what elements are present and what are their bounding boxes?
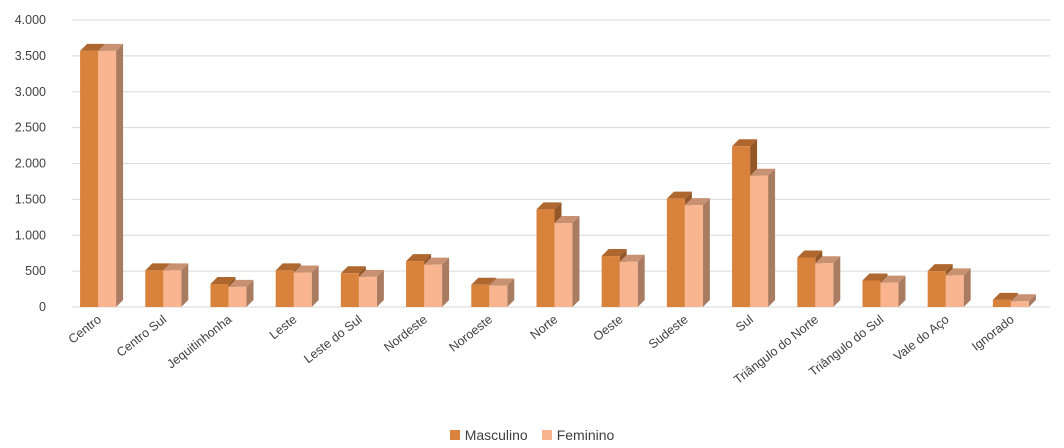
bar-feminino-11 — [815, 256, 841, 307]
bar-feminino-14 — [1010, 294, 1036, 307]
bar-feminino-6 — [489, 278, 515, 307]
bar-feminino-2 — [228, 279, 254, 307]
x-tick-label: Jequitinhonha — [164, 312, 234, 371]
y-tick-label: 1.000 — [15, 228, 46, 242]
y-tick-label: 2.500 — [15, 121, 46, 135]
legend-swatch-feminino — [541, 430, 552, 440]
x-tick-label: Nordeste — [381, 312, 430, 354]
bar-feminino-9 — [684, 198, 710, 307]
bar-feminino-12 — [880, 275, 906, 307]
x-tick-label: Leste do Sul — [301, 312, 364, 366]
bar-feminino-8 — [619, 254, 645, 307]
x-tick-label: Noroeste — [447, 312, 496, 354]
legend-item-feminino: Feminino — [541, 427, 615, 443]
y-tick-label: 1.500 — [15, 192, 46, 206]
x-tick-label: Sul — [733, 312, 756, 334]
x-tick-label: Norte — [528, 312, 561, 342]
x-tick-label: Sudeste — [646, 312, 691, 351]
bar-feminino-5 — [424, 257, 450, 307]
x-tick-label: Ignorado — [969, 312, 1017, 353]
bar-feminino-1 — [163, 263, 189, 307]
bar-feminino-13 — [945, 268, 971, 307]
y-tick-label: 500 — [25, 264, 46, 278]
bar-feminino-0 — [98, 43, 124, 307]
bar-feminino-7 — [554, 216, 580, 307]
legend-swatch-masculino — [449, 430, 460, 440]
legend-label-masculino: Masculino — [464, 427, 528, 443]
y-tick-label: 3.000 — [15, 85, 46, 99]
x-tick-label: Vale do Aço — [891, 312, 952, 364]
y-tick-label: 4.000 — [15, 13, 46, 27]
x-tick-label: Centro Sul — [114, 312, 169, 359]
bar-feminino-10 — [750, 168, 776, 307]
y-tick-label: 2.000 — [15, 157, 46, 171]
legend-label-feminino: Feminino — [556, 427, 615, 443]
bar-feminino-4 — [358, 269, 384, 307]
y-tick-label: 0 — [39, 300, 46, 314]
y-tick-label: 3.500 — [15, 49, 46, 63]
x-tick-label: Leste — [267, 312, 300, 342]
x-tick-label: Centro — [66, 312, 104, 346]
x-tick-label: Oeste — [591, 312, 626, 344]
legend-item-masculino: Masculino — [449, 427, 528, 443]
bar-feminino-3 — [293, 265, 319, 307]
legend: Masculino Feminino — [0, 427, 1064, 443]
